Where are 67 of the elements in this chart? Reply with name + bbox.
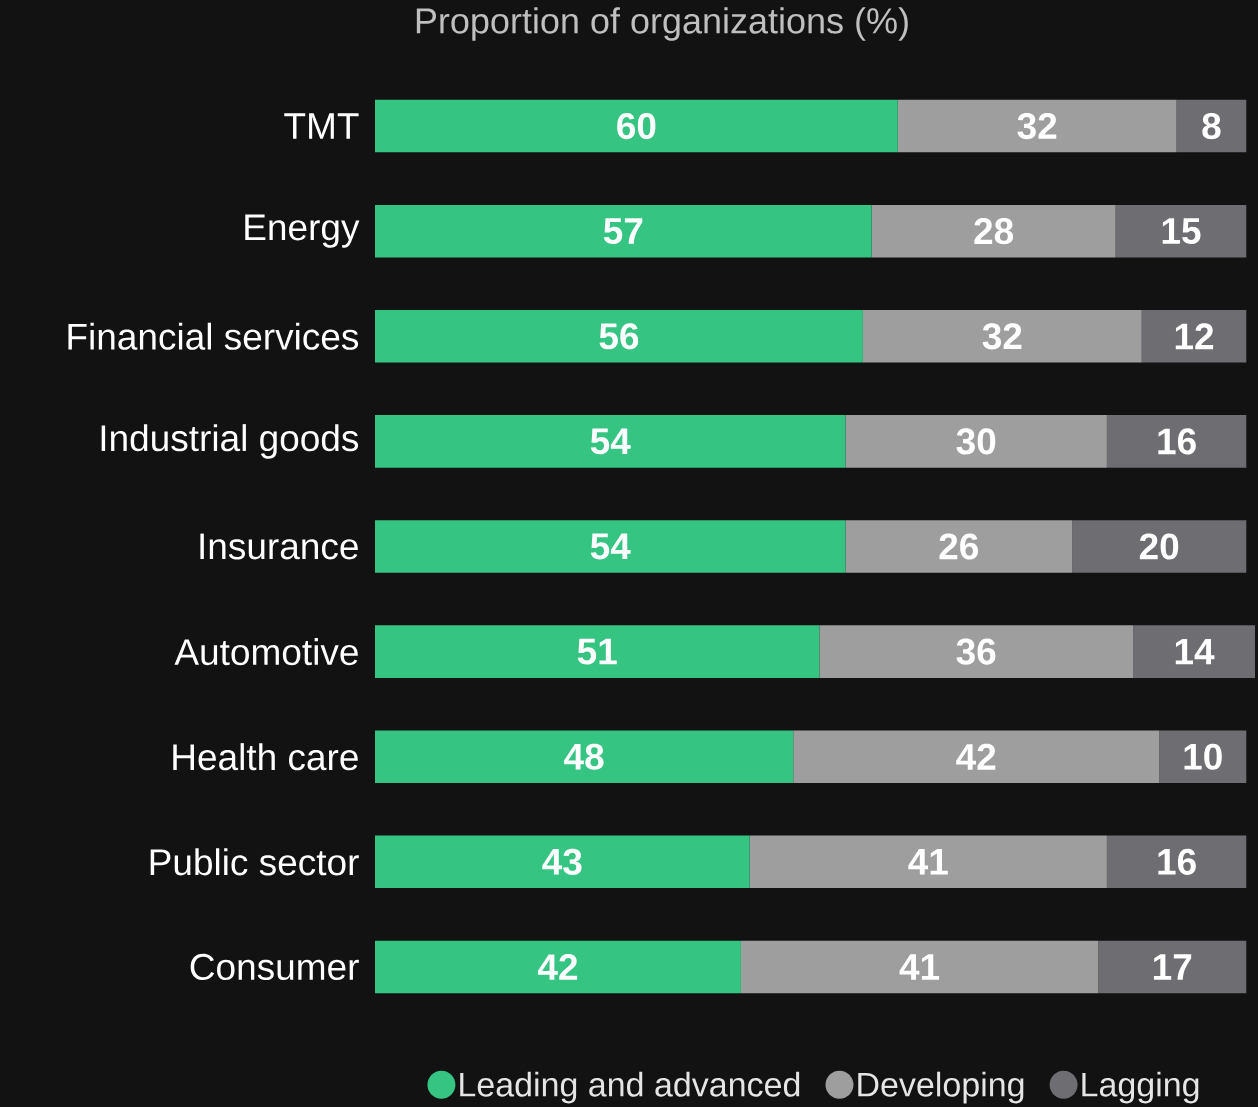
- data-label: 12: [1175, 323, 1214, 350]
- bar: [375, 520, 846, 573]
- chart-title: Proportion of organizations (%): [416, 7, 908, 41]
- legend-label: Developing: [858, 1071, 1024, 1104]
- bar: [1072, 520, 1247, 573]
- y-tick-label: Industrial goods: [101, 424, 359, 459]
- bar: [862, 310, 1142, 363]
- data-label: 41: [899, 954, 940, 980]
- bar: [375, 730, 794, 783]
- data-label: 36: [956, 638, 996, 665]
- bar: [375, 940, 741, 994]
- data-label: 48: [564, 743, 604, 770]
- data-label: 26: [939, 533, 978, 560]
- bar: [375, 204, 872, 258]
- data-label: 28: [974, 218, 1014, 245]
- data-label: 42: [956, 743, 996, 770]
- legend-label: Leading and advanced: [460, 1071, 800, 1104]
- bar: [375, 835, 750, 889]
- data-label: 16: [1158, 848, 1196, 875]
- data-label: 15: [1162, 218, 1201, 245]
- data-label: 32: [982, 323, 1022, 350]
- bar: [375, 310, 863, 363]
- data-label: 43: [542, 848, 582, 875]
- bar: [1141, 310, 1247, 363]
- bar: [1176, 99, 1247, 153]
- bar: [819, 625, 1134, 678]
- bar: [1115, 204, 1247, 258]
- data-label: 32: [1017, 112, 1057, 140]
- legend-label: Lagging: [1082, 1071, 1199, 1104]
- data-label: 51: [577, 638, 617, 665]
- y-tick-label: Consumer: [190, 953, 359, 981]
- bar: [375, 625, 820, 678]
- bar: [1106, 415, 1247, 468]
- y-tick-label: Automotive: [174, 638, 358, 666]
- data-label: 14: [1175, 638, 1215, 665]
- data-label: 10: [1184, 743, 1222, 770]
- bar: [375, 415, 846, 468]
- data-label: 41: [908, 849, 948, 875]
- data-label: 20: [1139, 533, 1179, 560]
- bar: [375, 99, 898, 153]
- data-label: 60: [617, 112, 656, 140]
- y-tick-label: Energy: [245, 214, 360, 248]
- y-tick-label: Health care: [173, 743, 358, 771]
- data-label: 56: [599, 323, 639, 350]
- data-label: 16: [1158, 428, 1196, 455]
- y-tick-label: TMT: [284, 113, 359, 139]
- bar: [749, 835, 1107, 889]
- bar: [897, 99, 1177, 153]
- data-label: 17: [1153, 954, 1192, 980]
- data-label: 8: [1202, 112, 1221, 140]
- y-tick-label: Public sector: [150, 848, 359, 876]
- bar: [793, 730, 1160, 783]
- data-label: 57: [603, 218, 643, 245]
- y-tick-label: Insurance: [200, 533, 358, 560]
- y-tick-label: Financial services: [68, 322, 359, 350]
- data-label: 30: [956, 428, 996, 455]
- bar: [1106, 835, 1247, 889]
- bar: [1098, 940, 1247, 994]
- data-label: 54: [590, 533, 631, 560]
- bar: [871, 204, 1116, 258]
- bar: [845, 520, 1073, 573]
- bar: [740, 940, 1099, 994]
- bar: [1159, 730, 1247, 783]
- data-label: 54: [590, 428, 631, 455]
- data-label: 42: [537, 954, 578, 980]
- bar: [845, 415, 1107, 468]
- bar: [1133, 625, 1256, 678]
